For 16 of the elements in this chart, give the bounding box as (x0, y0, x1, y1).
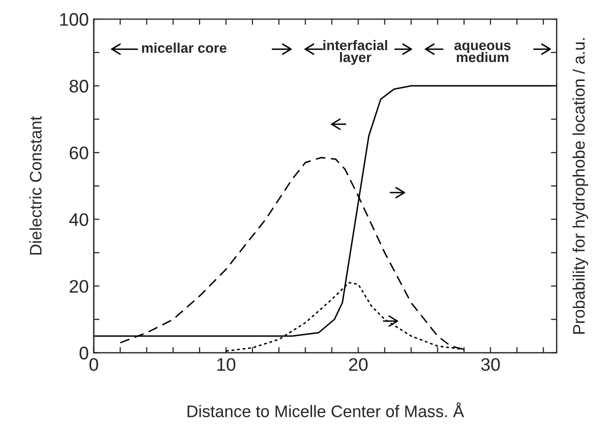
annotation: micellar core (142, 42, 226, 53)
y-tick-label: 80 (70, 80, 88, 93)
y-tick-label: 60 (70, 146, 88, 160)
y-tick-label: 100 (60, 13, 88, 26)
annotation: interfacial layer (323, 40, 388, 65)
x-tick-label: 0 (89, 358, 98, 371)
y-tick-label: 20 (70, 280, 88, 293)
annotation: aqueous medium (454, 42, 511, 62)
x-axis-title: Distance to Micelle Center of Mass. Å (188, 402, 464, 418)
x-tick-label: 20 (349, 358, 368, 371)
y-axis-title: Dielectric Constant (29, 116, 42, 254)
y2-axis-title: Probability for hydrophobe location / a.u. (572, 38, 588, 334)
y-tick-label: 0 (80, 346, 88, 360)
y-tick-label: 40 (69, 213, 88, 226)
x-tick-label: 10 (217, 358, 236, 371)
x-tick-label: 30 (481, 358, 500, 371)
